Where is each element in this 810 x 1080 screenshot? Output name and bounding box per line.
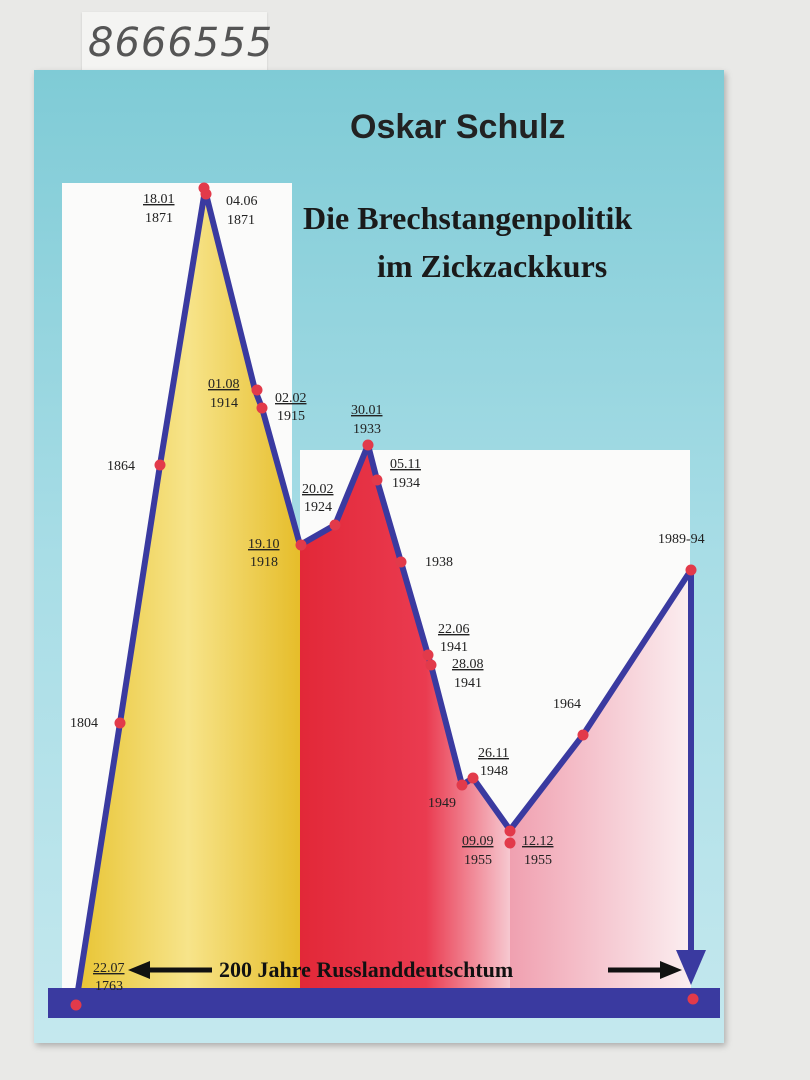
label-1938: 1938 <box>425 555 453 570</box>
right-arrow-icon <box>660 961 682 979</box>
label-1871a: 1871 <box>145 211 173 226</box>
dot-1864 <box>154 459 166 471</box>
label-1763: 1763 <box>95 979 123 994</box>
label-0511: 05.11 <box>390 457 421 472</box>
down-arrow-icon <box>676 950 706 985</box>
dot-1989-94 <box>685 564 697 576</box>
label-1212: 12.12 <box>522 834 554 849</box>
label-0202: 02.02 <box>275 391 307 406</box>
dot-group <box>70 182 699 1011</box>
label-1924: 1924 <box>304 500 332 515</box>
red-area <box>300 445 510 990</box>
label-0909: 09.09 <box>462 834 494 849</box>
dot-1914 <box>251 384 263 396</box>
dot-1948 <box>467 772 479 784</box>
dot-1212-1955 <box>504 837 516 849</box>
label-0406: 04.06 <box>226 194 258 209</box>
base-bar <box>48 988 720 1018</box>
label-1949: 1949 <box>428 796 456 811</box>
dot-2206-1941 <box>422 649 434 661</box>
label-1915: 1915 <box>277 409 305 424</box>
label-1964: 1964 <box>553 697 581 712</box>
dot-2808-1941 <box>425 659 437 671</box>
dot-0909-1955 <box>504 825 516 837</box>
label-1941a: 1941 <box>440 640 468 655</box>
label-1918: 1918 <box>250 555 278 570</box>
dot-1938 <box>395 556 407 568</box>
dot-1918 <box>295 539 307 551</box>
pink-area <box>510 570 691 990</box>
dot-1949 <box>456 779 468 791</box>
dot-1924 <box>329 519 341 531</box>
dot-1933 <box>362 439 374 451</box>
label-1989-94: 1989-94 <box>658 532 705 547</box>
dot-0406-1871 <box>200 188 212 200</box>
label-1955a: 1955 <box>464 853 492 868</box>
label-0108: 01.08 <box>208 377 240 392</box>
label-2206: 22.06 <box>438 622 470 637</box>
label-2002: 20.02 <box>302 482 334 497</box>
left-arrow-icon <box>128 961 150 979</box>
dot-1915 <box>256 402 268 414</box>
label-1804: 1804 <box>70 716 98 731</box>
dot-1763 <box>70 999 82 1011</box>
dot-1804 <box>114 717 126 729</box>
book-title-line2: im Zickzackkurs <box>377 248 608 284</box>
label-1934: 1934 <box>392 476 420 491</box>
dot-1964 <box>577 729 589 741</box>
banner-text: 200 Jahre Russlanddeutschtum <box>219 957 513 982</box>
label-1933: 1933 <box>353 422 381 437</box>
date-labels: 22.07 1763 1804 1864 18.01 1871 04.06 18… <box>70 192 705 994</box>
inventory-code: 8666555 <box>88 20 274 66</box>
book-title-line1: Die Brechstangenpolitik <box>303 200 633 236</box>
label-1955b: 1955 <box>524 853 552 868</box>
label-1871b: 1871 <box>227 213 255 228</box>
label-2808: 28.08 <box>452 657 484 672</box>
label-1910: 19.10 <box>248 537 280 552</box>
author-name: Oskar Schulz <box>350 108 566 146</box>
label-1864: 1864 <box>107 459 135 474</box>
label-1914: 1914 <box>210 396 238 411</box>
label-1948: 1948 <box>480 764 508 779</box>
label-1941b: 1941 <box>454 676 482 691</box>
label-3001: 30.01 <box>351 403 383 418</box>
dot-end <box>687 993 699 1005</box>
label-2207: 22.07 <box>93 961 125 976</box>
banner-arrows <box>128 961 682 979</box>
label-1801: 18.01 <box>143 192 175 207</box>
label-2611: 26.11 <box>478 746 509 761</box>
gold-area <box>76 195 300 1003</box>
dot-1934 <box>371 474 383 486</box>
